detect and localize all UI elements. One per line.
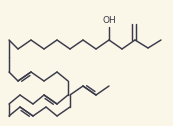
Text: OH: OH — [102, 16, 116, 25]
